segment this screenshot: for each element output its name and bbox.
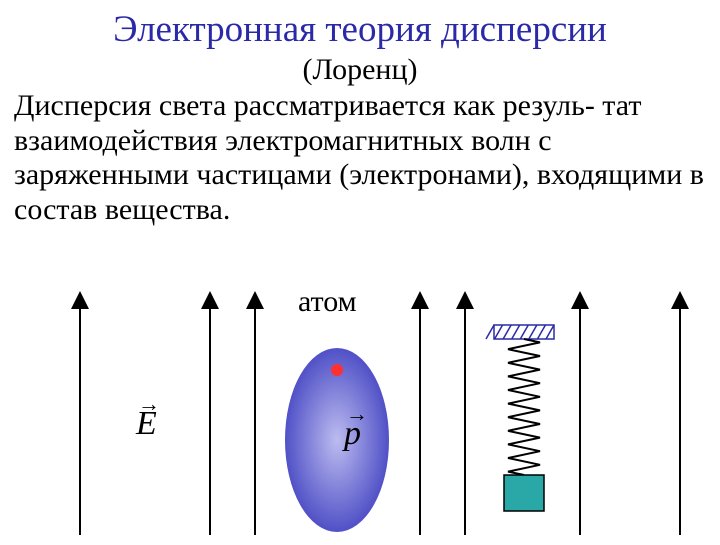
diagram-area: атом → E → p — [0, 285, 720, 540]
vector-arrow-icon: → — [346, 401, 368, 427]
atom-label: атом — [298, 285, 357, 319]
vector-arrow-icon: → — [138, 391, 160, 417]
vector-E-label: → E — [136, 405, 157, 443]
subtitle: (Лоренц) — [0, 53, 720, 87]
body-text: Дисперсия света рассматривается как резу… — [0, 89, 720, 227]
vector-p-label: → p — [344, 415, 361, 453]
page-title: Электронная теория дисперсии — [0, 0, 720, 51]
